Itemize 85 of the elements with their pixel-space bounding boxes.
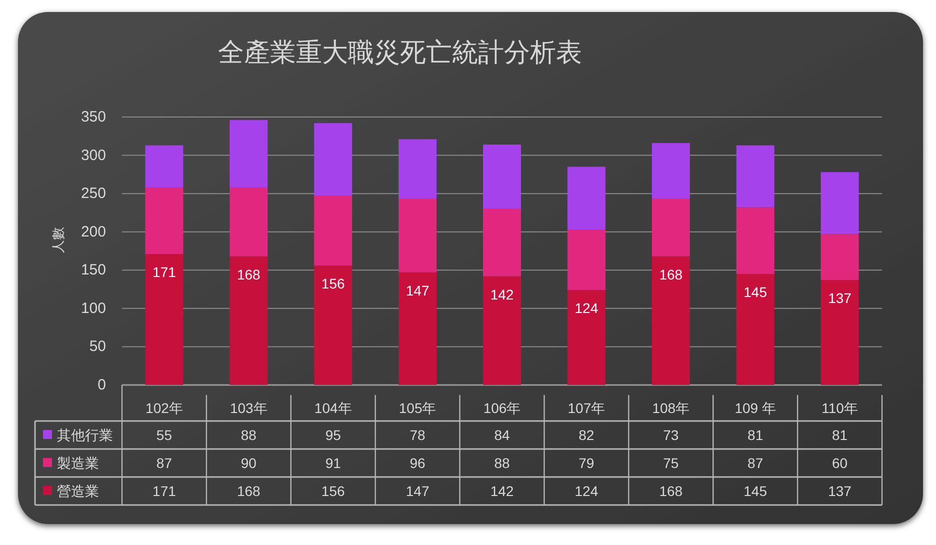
x-tick-label: 104年: [314, 400, 352, 416]
annotation: 142: [490, 286, 514, 302]
x-tick-label: 103年: [230, 400, 268, 416]
x-tick-label: 106年: [483, 400, 521, 416]
bar: [230, 256, 268, 385]
y-tick-label: 300: [80, 146, 106, 164]
annotation: 145: [744, 284, 768, 300]
bar: [567, 290, 606, 385]
bar: [314, 123, 352, 196]
data-label: 95: [325, 427, 342, 443]
data-label: 75: [663, 455, 679, 471]
bar: [567, 166, 606, 230]
data-label: 137: [828, 483, 852, 499]
bar: [398, 198, 437, 272]
bar: [483, 208, 521, 276]
x-tick-label: 109 年: [734, 400, 776, 416]
data-label: 81: [748, 427, 764, 443]
bar: [652, 198, 690, 256]
y-tick-label: 250: [80, 185, 106, 202]
data-label: 147: [406, 483, 430, 499]
bar: [145, 187, 184, 254]
legend-label: 製造業: [57, 455, 99, 471]
data-label: 88: [494, 455, 510, 471]
bar: [314, 266, 352, 385]
legend-label: 其他行業: [57, 427, 113, 443]
bar: [145, 254, 184, 385]
data-label: 145: [744, 483, 768, 499]
data-label: 96: [410, 455, 426, 471]
data-label: 73: [663, 427, 679, 443]
data-label: 142: [490, 483, 514, 499]
bar: [820, 280, 859, 385]
y-tick-label: 100: [80, 300, 106, 317]
data-label: 91: [325, 455, 342, 471]
x-tick-label: 108年: [652, 400, 690, 416]
x-tick-label: 105年: [398, 400, 436, 416]
annotation: 137: [828, 290, 852, 306]
data-label: 88: [240, 427, 257, 443]
data-label: 87: [748, 455, 764, 471]
data-label: 168: [236, 483, 261, 499]
legend-label: 營造業: [57, 483, 99, 499]
bar: [230, 120, 268, 188]
data-label: 79: [578, 455, 594, 471]
data-label: 78: [410, 427, 426, 443]
annotation: 147: [406, 282, 430, 298]
bar: [567, 230, 606, 290]
data-label: 156: [321, 483, 346, 499]
annotation: 168: [659, 266, 683, 282]
bar: [820, 172, 859, 234]
data-label: 168: [659, 483, 683, 499]
data-label: 87: [156, 455, 172, 471]
bar: [736, 207, 774, 274]
data-label: 82: [578, 427, 594, 443]
data-label: 171: [152, 483, 176, 499]
x-tick-label: 102年: [146, 400, 183, 416]
annotation: 168: [236, 266, 261, 282]
data-label: 84: [494, 427, 510, 443]
bar: [230, 187, 268, 256]
bar: [145, 145, 184, 188]
data-label: 55: [156, 427, 172, 443]
x-tick-label: 107年: [568, 400, 606, 416]
data-label: 90: [240, 455, 257, 471]
chart-title: 全產業重大職災死亡統計分析表: [218, 37, 582, 67]
y-tick-label: 0: [98, 376, 106, 394]
bar: [483, 144, 521, 209]
bar: [736, 274, 774, 385]
bar: [652, 143, 690, 199]
bar: [314, 196, 352, 266]
bar: [736, 145, 774, 208]
bar: [398, 272, 437, 385]
y-axis-title: 人數: [50, 227, 66, 253]
bar: [652, 256, 690, 385]
annotation: 156: [321, 276, 346, 292]
data-label: 60: [832, 455, 848, 471]
annotation: 171: [152, 264, 176, 280]
y-tick-label: 150: [80, 262, 106, 279]
bar: [820, 234, 859, 280]
data-label: 124: [574, 483, 598, 499]
data-label: 81: [832, 427, 848, 443]
y-tick-label: 350: [80, 108, 106, 126]
y-tick-label: 50: [89, 338, 106, 356]
bar: [483, 276, 521, 385]
x-tick-label: 110年: [822, 400, 858, 416]
annotation: 124: [574, 300, 598, 316]
y-tick-label: 200: [80, 223, 106, 240]
bar: [398, 139, 437, 199]
